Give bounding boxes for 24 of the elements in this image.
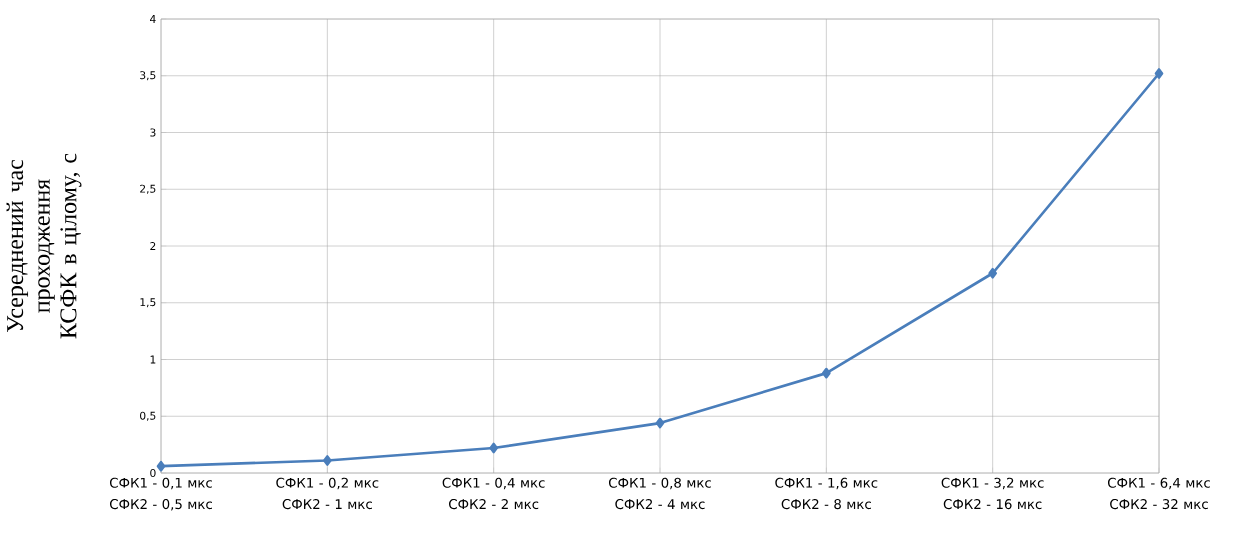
- y-tick-label: 1,5: [140, 298, 156, 308]
- point: [822, 367, 831, 379]
- point: [323, 455, 332, 466]
- y-tick-label: 4: [150, 15, 156, 23]
- point: [156, 460, 166, 472]
- y-tick-label: 2: [150, 242, 156, 250]
- y-tick-label: 3,5: [140, 71, 156, 81]
- x-tick-label: СФК1 - 3,2 мкс СФК2 - 16 мкс: [941, 477, 1044, 510]
- x-tick-label: СФК1 - 6,4 мкс СФК2 - 32 мкс: [1108, 477, 1210, 510]
- y-tick-label: 1: [150, 355, 156, 364]
- y-tick-label: 3: [150, 128, 156, 137]
- y-tick-label: 0: [150, 468, 156, 478]
- point: [1154, 68, 1164, 79]
- point: [988, 267, 998, 279]
- y-axis-title: Усереднений час проходження КСФК в цілому, с: [6, 153, 82, 339]
- x-tick-label: СФК1 - 0,1 мкс СФК2 - 0,5 мкс: [109, 477, 212, 511]
- point: [489, 442, 499, 454]
- x-tick-label: СФК1 - 0,4 мкс СФК2 - 2 мкс: [442, 477, 545, 510]
- point: [655, 417, 665, 429]
- y-tick-label: 2,5: [140, 184, 156, 194]
- x-tick-label: СФК1 - 1,6 мкс СФК2 - 8 мкс: [775, 477, 878, 510]
- x-tick-label: СФК1 - 0,8 мкс СФК2 - 4 мкс: [609, 477, 711, 510]
- y-tick-label: 0,5: [140, 411, 156, 421]
- x-tick-label: СФК1 - 0,2 мкс СФК2 - 1 мкс: [276, 477, 379, 510]
